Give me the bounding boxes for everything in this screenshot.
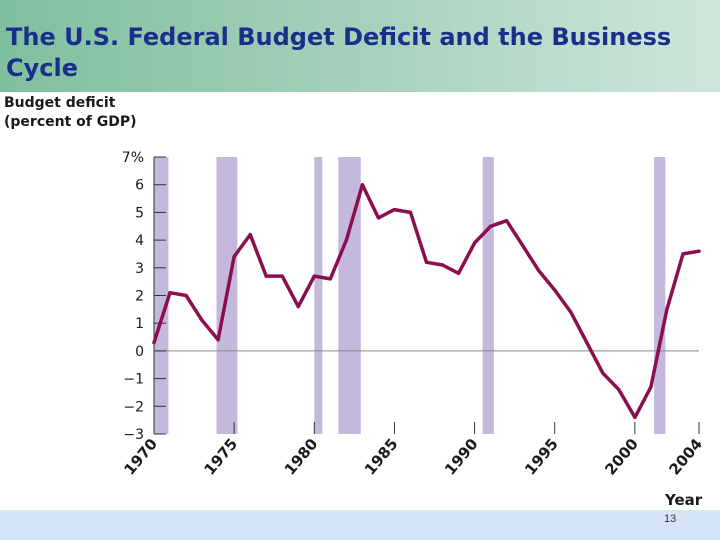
data-point (216, 338, 220, 342)
x-tick-label: 1985 (361, 435, 402, 479)
data-point (344, 238, 348, 242)
data-point (569, 310, 573, 314)
data-point (649, 385, 653, 389)
data-point (521, 244, 525, 248)
recession-band (338, 157, 361, 434)
recession-band (654, 157, 666, 434)
y-tick-label: 7% (122, 150, 144, 166)
x-tick-label: 2000 (601, 435, 642, 479)
data-point (440, 263, 445, 267)
y-axis-label-line-1: Budget deficit (4, 95, 116, 111)
data-point (505, 219, 509, 223)
x-tick-label: 1990 (441, 435, 482, 479)
x-axis-label: Year (664, 491, 703, 509)
data-point (200, 318, 204, 323)
y-tick-label: 6 (135, 178, 144, 194)
page-number: 13 (664, 513, 677, 525)
x-tick-label: 1980 (281, 435, 322, 479)
data-point (697, 249, 701, 253)
y-tick-label: 5 (135, 205, 144, 221)
data-point (312, 274, 316, 278)
data-point (408, 210, 413, 214)
data-point (376, 216, 381, 220)
recession-band (314, 157, 323, 434)
data-point (424, 260, 429, 264)
data-point (280, 274, 284, 278)
data-point (392, 208, 397, 212)
recession-bands (154, 157, 666, 434)
x-tick-labels: 1970 1975 1980 1985 1990 1995 2000 2004 (120, 422, 706, 479)
data-point (152, 340, 156, 345)
data-point (633, 415, 637, 419)
y-tick-label: 3 (135, 261, 144, 277)
data-point (617, 388, 621, 392)
y-axis-label-line-2: (percent of GDP) (4, 114, 137, 130)
data-point (168, 291, 172, 295)
data-point (537, 268, 541, 273)
y-tick-labels: 7% 6 5 4 3 2 1 0 −1 −2 −3 (122, 150, 166, 443)
x-tick-label: 1995 (521, 435, 562, 479)
data-point (681, 252, 685, 256)
y-tick-label: −3 (123, 427, 144, 443)
data-point (264, 274, 268, 278)
data-point (472, 241, 477, 245)
y-tick-label: 4 (135, 233, 144, 249)
y-axis-label: Budget deficit (percent of GDP) (4, 94, 137, 132)
data-point (489, 224, 493, 228)
data-point (553, 288, 557, 292)
slide-footer (0, 510, 720, 540)
data-point (601, 371, 605, 375)
recession-band (482, 157, 494, 434)
data-point (328, 277, 332, 281)
y-tick-label: 2 (135, 289, 144, 305)
data-point (456, 271, 461, 275)
x-tick-label: 2004 (665, 435, 706, 479)
data-point (232, 255, 236, 259)
data-point (296, 304, 300, 309)
x-tick-label: 1975 (201, 435, 242, 479)
y-tick-label: 0 (135, 344, 144, 360)
y-tick-label: −2 (123, 399, 144, 415)
data-point (184, 293, 188, 298)
slide-header: The U.S. Federal Budget Deficit and the … (0, 0, 720, 92)
data-point (360, 183, 364, 187)
slide-title: The U.S. Federal Budget Deficit and the … (6, 23, 672, 82)
y-tick-label: −1 (123, 372, 144, 388)
y-tick-label: 1 (135, 316, 144, 332)
data-point (665, 307, 669, 311)
deficit-series (152, 182, 701, 420)
data-point (585, 340, 589, 345)
data-point (248, 232, 252, 237)
